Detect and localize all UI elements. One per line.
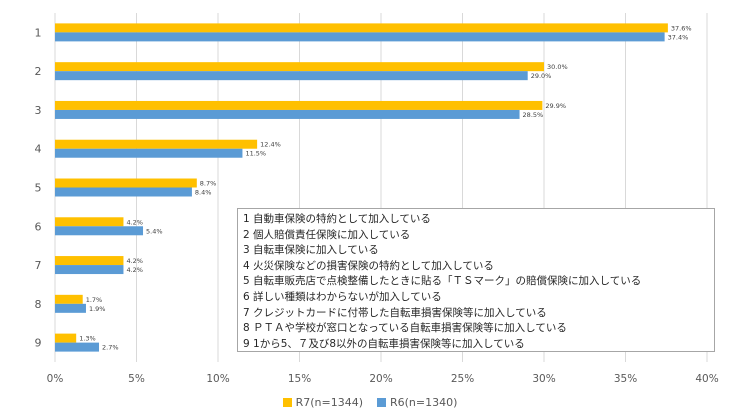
bar-r7 — [55, 294, 83, 304]
x-tick-label: 15% — [288, 373, 311, 385]
category-label: 9 — [35, 337, 42, 350]
bar-r6 — [55, 32, 665, 42]
data-label: 37.6% — [671, 24, 692, 32]
value-labels: 37.6%37.4% 30.0%29.0% 29.9%28.5% 12.4%11.5%… — [79, 24, 691, 351]
category-label: 5 — [35, 182, 42, 195]
bar-r6 — [55, 342, 100, 352]
data-label: 28.5% — [523, 111, 544, 119]
series-swatch-r6 — [377, 397, 386, 407]
data-label: 1.7% — [86, 296, 103, 304]
bar-r7 — [55, 256, 124, 266]
legend-item-2: 2 個人賠償責任保険に加入している — [243, 228, 411, 241]
legend-item-9: 9 1から5、７及び8以外の自転車損害保険等に加入している — [243, 337, 525, 350]
x-tick-label: 30% — [532, 373, 555, 385]
x-tick-label: 35% — [614, 373, 637, 385]
series-legend-r6: R6(n=1340) — [377, 396, 457, 409]
bar-r6 — [55, 226, 144, 236]
bar-r6 — [55, 187, 192, 197]
data-label: 5.4% — [146, 227, 163, 235]
data-label: 8.7% — [200, 180, 217, 188]
data-label: 11.5% — [245, 150, 266, 158]
bar-r6 — [55, 71, 528, 81]
legend-item-8: 8 ＰＴＡや学校が窓口となっている自転車損害保険等に加入している — [243, 322, 567, 335]
series-legend-label-r6: R6(n=1340) — [390, 395, 458, 409]
bar-r7 — [55, 217, 124, 227]
data-label: 12.4% — [260, 141, 281, 149]
legend-item-3: 3 自転車保険に加入している — [243, 244, 379, 257]
x-tick-labels: 0% 5% 10% 15% 20% 25% 30% 35% 40% — [47, 373, 719, 385]
category-labels: 1 2 3 4 5 6 7 8 9 — [35, 26, 42, 349]
bar-r6 — [55, 148, 243, 158]
legend-item-7: 7 クレジットカードに付帯した自転車損害保険等に加入している — [243, 306, 547, 319]
x-tick-label: 5% — [128, 373, 145, 385]
series-legend: R7(n=1344) R6(n=1340) — [0, 392, 740, 412]
data-label: 2.7% — [102, 344, 119, 352]
bar-r7 — [55, 139, 258, 149]
bar-r6 — [55, 109, 520, 119]
bars — [55, 23, 668, 352]
bar-r7 — [55, 333, 77, 343]
series-swatch-r7 — [282, 397, 292, 407]
bar-r6 — [55, 265, 124, 275]
data-label: 37.4% — [668, 33, 689, 41]
data-label: 29.9% — [545, 102, 566, 110]
data-label: 29.0% — [531, 72, 552, 80]
bar-r6 — [55, 303, 86, 313]
data-label: 4.2% — [126, 218, 143, 226]
data-label: 1.9% — [89, 305, 106, 313]
category-label: 1 — [35, 26, 42, 39]
legend-item-5: 5 自転車販売店で点検整備したときに貼る「ＴＳマーク」の賠償保険に加入している — [243, 275, 642, 288]
legend-item-4: 4 火災保険などの損害保険の特約として加入している — [243, 259, 494, 272]
category-label: 8 — [35, 298, 42, 311]
category-legend-box: 1 自動車保険の特約として加入している 2 個人賠償責任保険に加入している 3 … — [237, 208, 715, 352]
x-tick-label: 10% — [206, 373, 229, 385]
series-legend-label-r7: R7(n=1344) — [295, 395, 363, 409]
category-label: 6 — [35, 220, 42, 233]
x-tick-label: 20% — [369, 373, 392, 385]
bar-r7 — [55, 178, 197, 188]
legend-item-6: 6 詳しい種類はわからないが加入している — [243, 290, 442, 303]
category-label: 4 — [35, 143, 42, 156]
data-label: 1.3% — [79, 335, 96, 343]
series-legend-r7: R7(n=1344) — [282, 395, 363, 409]
bar-r7 — [55, 62, 544, 72]
x-tick-label: 0% — [47, 373, 64, 385]
data-label: 4.2% — [126, 257, 143, 265]
x-tick-label: 40% — [695, 373, 718, 385]
category-label: 7 — [35, 259, 42, 272]
data-label: 8.4% — [195, 189, 212, 197]
category-label: 2 — [35, 65, 42, 78]
bar-r7 — [55, 23, 668, 33]
bar-r7 — [55, 100, 543, 110]
data-label: 30.0% — [547, 63, 568, 71]
legend-item-1: 1 自動車保険の特約として加入している — [243, 213, 431, 225]
data-label: 4.2% — [126, 266, 143, 274]
x-tick-label: 25% — [451, 373, 474, 385]
category-label: 3 — [35, 104, 42, 117]
